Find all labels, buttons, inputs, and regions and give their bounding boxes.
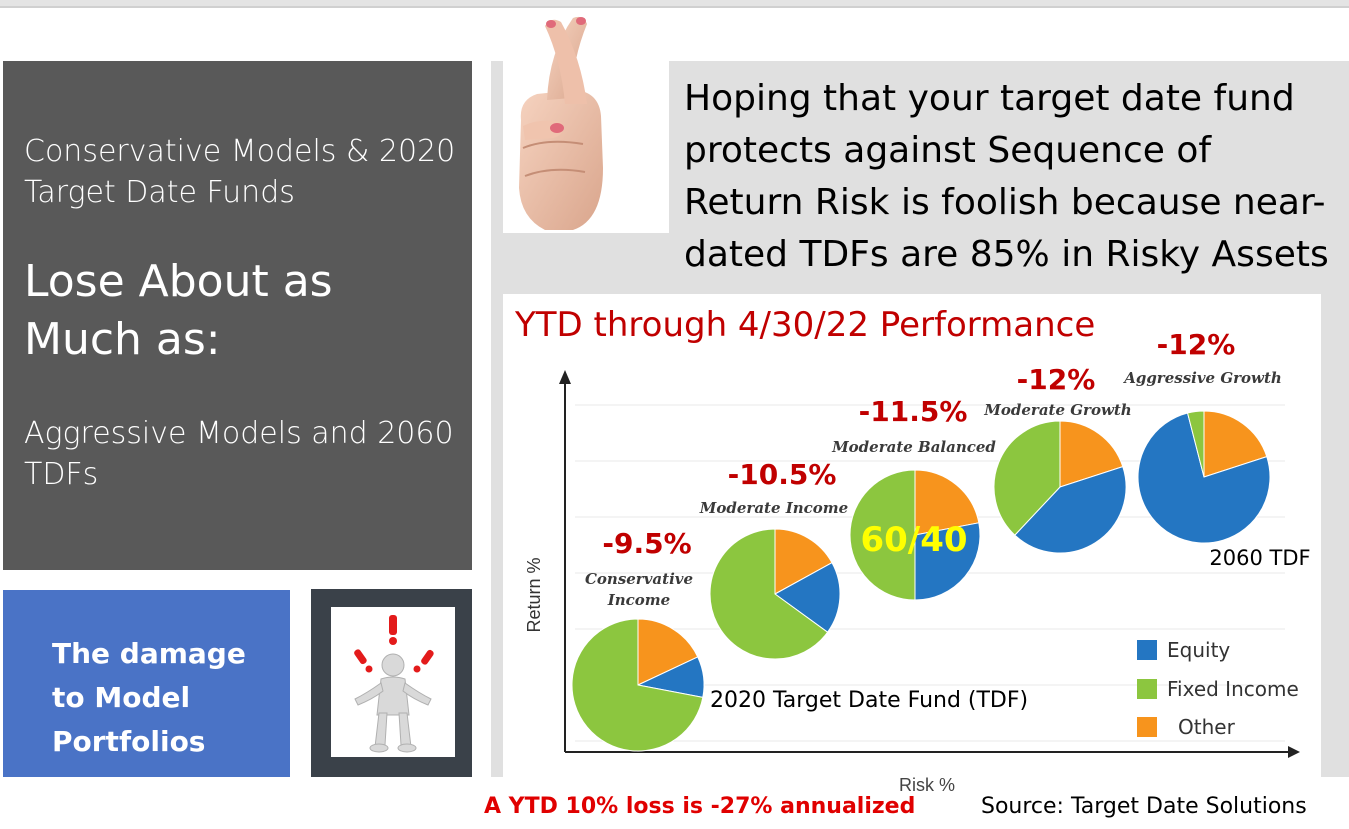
pie-name-label: Income xyxy=(607,591,670,609)
damage-callout-text: The damage to Model Portfolios xyxy=(52,637,246,758)
legend-label: Fixed Income xyxy=(1167,677,1299,701)
legend: Equity Fixed Income Other xyxy=(1137,638,1299,739)
top-rule xyxy=(0,0,1349,6)
pie-slice-equity xyxy=(1137,412,1271,544)
pie-return-label: -9.5% xyxy=(602,527,691,560)
pie-slice-other xyxy=(914,469,980,536)
pie-note-label: 60/40 xyxy=(860,520,967,560)
legend-swatch xyxy=(1137,717,1157,737)
x-axis-label: Risk % xyxy=(899,775,955,795)
y-axis-arrow xyxy=(559,370,571,384)
pie-slice-other xyxy=(1203,410,1268,478)
top-rule-shadow xyxy=(0,6,1349,8)
alarm-figure-panel xyxy=(311,589,472,777)
pie-slice-fixed-income xyxy=(993,420,1061,536)
pie-group: Conservative Income -9.5% 2020 Target Date … xyxy=(571,328,1311,752)
pie-return-label: -10.5% xyxy=(728,458,837,491)
pie-note-label: 2060 TDF xyxy=(1209,546,1310,570)
pie-return-label: -12% xyxy=(1017,363,1096,396)
pie-slice-fixed-income xyxy=(849,469,916,601)
pie-4: Moderate Growth -12% xyxy=(983,363,1132,554)
left-panel-line3: Aggressive Models and 2060 TDFs xyxy=(24,416,454,492)
left-panel-line2: Lose About as Much as: xyxy=(24,256,333,365)
pie-name-label: Aggressive Growth xyxy=(1122,369,1282,387)
annualized-note: A YTD 10% loss is -27% annualized xyxy=(484,794,916,819)
pie-name-label: Moderate Growth xyxy=(983,401,1131,419)
legend-swatch xyxy=(1137,679,1157,699)
left-panel-line1: Conservative Models & 2020 Target Date F… xyxy=(24,134,456,210)
pie-return-label: -11.5% xyxy=(859,395,968,428)
pie-slice-other xyxy=(774,528,833,595)
pie-slice-fixed-income xyxy=(1186,410,1205,478)
pie-slice-fixed-income xyxy=(571,618,704,752)
pie-slice-equity xyxy=(914,522,981,601)
legend-label: Equity xyxy=(1167,638,1230,662)
source-note: Source: Target Date Solutions xyxy=(981,794,1307,819)
pie-slice-equity xyxy=(1014,465,1127,554)
pie-note-label: 2020 Target Date Fund (TDF) xyxy=(710,688,1028,713)
y-axis-label: Return % xyxy=(524,557,544,632)
pie-slice-other xyxy=(637,618,699,686)
crossed-fingers-icon xyxy=(503,8,669,233)
pie-1: Conservative Income -9.5% 2020 Target Date … xyxy=(571,527,1028,752)
legend-swatch xyxy=(1137,640,1157,660)
headline: Hoping that your target date fund protec… xyxy=(684,78,1329,275)
x-axis-arrow xyxy=(1288,746,1300,758)
pie-return-label: -12% xyxy=(1157,328,1236,361)
pie-name-label: Moderate Income xyxy=(699,499,848,517)
pie-slice-other xyxy=(1059,420,1124,488)
legend-label: Other xyxy=(1178,715,1236,739)
pie-5: Aggressive Growth -12% 2060 TDF xyxy=(1122,328,1310,570)
pie-2: Moderate Income -10.5% xyxy=(699,458,848,660)
pie-slice-fixed-income xyxy=(709,528,829,660)
pie-name-label: Conservative xyxy=(585,570,693,588)
pie-name-label: Moderate Balanced xyxy=(831,438,996,456)
damage-callout: The damage to Model Portfolios xyxy=(3,590,290,777)
pie-slice-equity xyxy=(774,562,841,633)
left-summary-panel: Conservative Models & 2020 Target Date F… xyxy=(3,61,472,570)
figure-with-exclamations-icon xyxy=(331,607,455,757)
pie-3: Moderate Balanced -11.5% 60/40 xyxy=(831,395,996,601)
chart-title: YTD through 4/30/22 Performance xyxy=(515,305,1096,345)
